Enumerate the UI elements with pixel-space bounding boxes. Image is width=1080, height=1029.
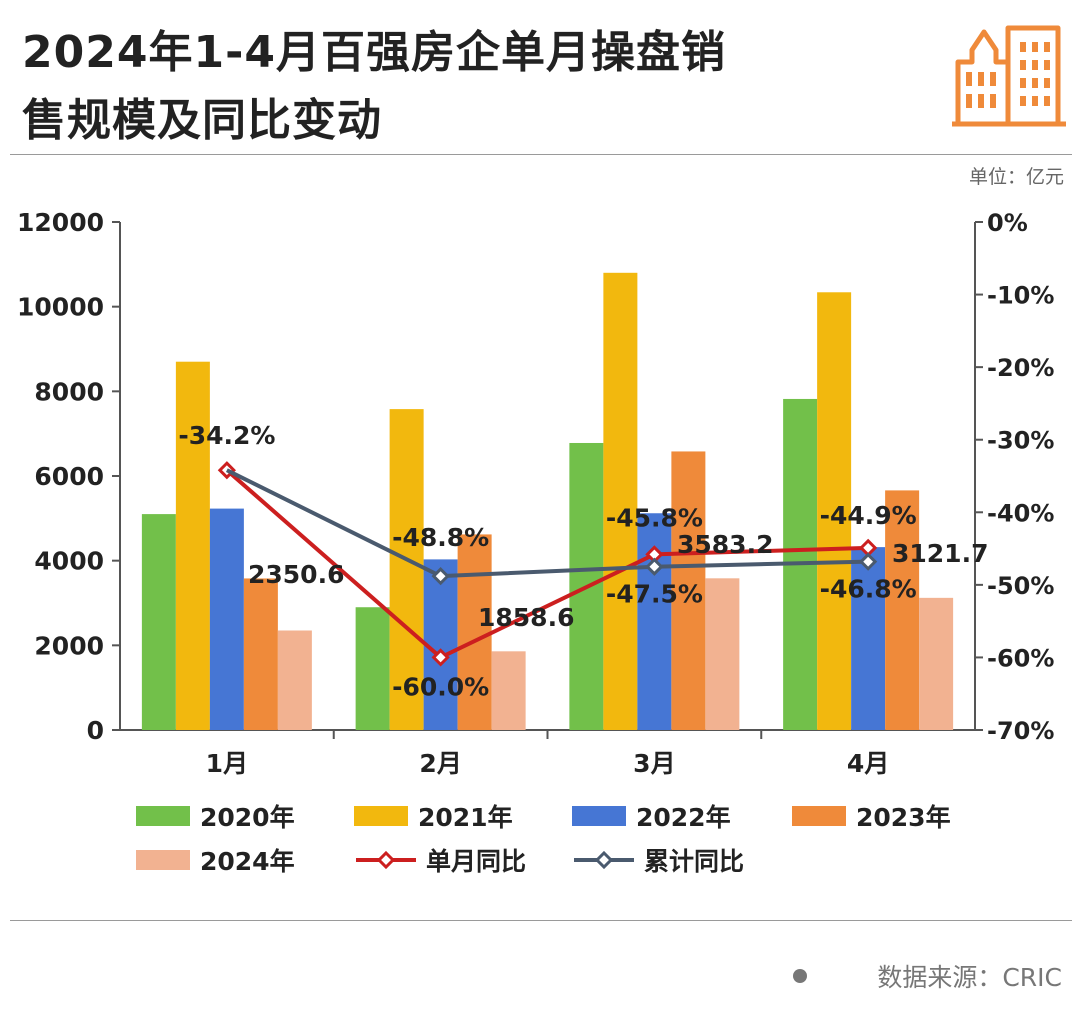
cumulative-yoy-marker [859, 552, 878, 571]
bar-2022 [209, 508, 244, 730]
page-title-line-1: 2024年1-4月百强房企单月操盘销 [22, 27, 726, 78]
legend-item: 累计同比 [572, 842, 744, 878]
data-source: 数据来源：CRIC [793, 958, 1062, 994]
cumulative-yoy-label: -47.5% [606, 580, 703, 609]
legend-label: 单月同比 [426, 847, 527, 876]
bar-2022 [851, 547, 886, 730]
left-tick-label: 8000 [34, 377, 104, 406]
right-tick-label: -20% [987, 354, 1054, 382]
single-month-yoy-line [225, 468, 869, 660]
bar-2024-value-label: 2350.6 [248, 560, 344, 589]
legend-label: 2023年 [856, 803, 951, 832]
single-month-yoy-label: -45.8% [606, 503, 703, 532]
legend-item: 2024年 [136, 842, 295, 878]
legend-item: 2020年 [136, 798, 295, 834]
legend-item: 2022年 [572, 798, 731, 834]
bar-2021 [817, 292, 852, 730]
right-tick-label: -70% [987, 717, 1054, 745]
bar-2024 [919, 597, 954, 730]
category-label: 2月 [419, 749, 461, 778]
buildings-icon [952, 25, 1066, 127]
legend-label: 2022年 [636, 803, 731, 832]
bar-2024-value-label: 3121.7 [892, 539, 988, 568]
left-tick-label: 0 [87, 716, 104, 745]
legend-line-symbol [356, 850, 416, 870]
cumulative-yoy-label: -48.8% [392, 523, 489, 552]
bar-2023 [885, 490, 920, 730]
cumulative-yoy-line [225, 468, 869, 579]
single-month-yoy-label: -44.9% [820, 501, 917, 530]
left-tick-label: 2000 [34, 631, 104, 660]
page-title-line-2: 售规模及同比变动 [22, 95, 382, 146]
bar-2023 [457, 534, 492, 730]
header-divider [10, 154, 1072, 155]
bar-2023 [243, 578, 278, 730]
bar-2024 [705, 578, 740, 730]
right-tick-label: -30% [987, 427, 1054, 455]
left-tick-label: 4000 [34, 547, 104, 576]
chart-legend: 2020年 2021年 2022年 2023年 2024年 单月同比 累计同比 [0, 790, 1080, 890]
footer-divider [10, 920, 1072, 921]
legend-label: 累计同比 [644, 847, 745, 876]
category-label: 3月 [633, 749, 675, 778]
legend-swatch [354, 806, 408, 826]
legend-label: 2021年 [418, 803, 513, 832]
category-label: 4月 [847, 749, 889, 778]
right-tick-label: -40% [987, 499, 1054, 527]
data-source-text: 数据来源：CRIC [877, 963, 1062, 992]
legend-item: 单月同比 [354, 842, 526, 878]
left-tick-label: 12000 [17, 208, 104, 237]
cumulative-yoy-label: -46.8% [820, 575, 917, 604]
left-tick-label: 6000 [34, 462, 104, 491]
legend-line-symbol [574, 850, 634, 870]
bar-2024-value-label: 1858.6 [478, 603, 574, 632]
cumulative-yoy-marker [431, 567, 450, 586]
right-tick-label: -10% [987, 282, 1054, 310]
legend-item: 2021年 [354, 798, 513, 834]
right-tick-label: -50% [987, 572, 1054, 600]
bar-2022 [423, 559, 458, 730]
legend-label: 2024年 [200, 847, 295, 876]
unit-label: 单位：亿元 [968, 166, 1064, 188]
single-month-yoy-marker [431, 648, 450, 667]
bar-2021 [603, 272, 638, 730]
left-tick-label: 10000 [17, 293, 104, 322]
right-tick-label: -60% [987, 644, 1054, 672]
legend-swatch [572, 806, 626, 826]
bar-2020 [355, 607, 390, 730]
bar-2021 [389, 409, 424, 730]
cumulative-yoy-marker [645, 557, 664, 576]
legend-label: 2020年 [200, 803, 295, 832]
sales-chart: 0 2000 4000 6000 8000 10000 12000 -70% -60% -50% -… [17, 208, 1054, 778]
legend-swatch [792, 806, 846, 826]
bullet-icon [793, 969, 808, 983]
right-tick-label: 0% [987, 209, 1028, 237]
bar-2023 [671, 451, 706, 730]
bar-2024-value-label: 3583.2 [677, 530, 773, 559]
single-month-yoy-label: -34.2% [178, 421, 275, 450]
bar-2024 [277, 630, 312, 730]
legend-swatch [136, 850, 190, 870]
category-label: 1月 [206, 749, 248, 778]
bar-2024 [491, 651, 526, 730]
bar-2020 [141, 514, 176, 730]
legend-item: 2023年 [792, 798, 951, 834]
single-month-yoy-label: -60.0% [392, 672, 489, 701]
legend-swatch [136, 806, 190, 826]
bar-2021 [175, 361, 210, 730]
